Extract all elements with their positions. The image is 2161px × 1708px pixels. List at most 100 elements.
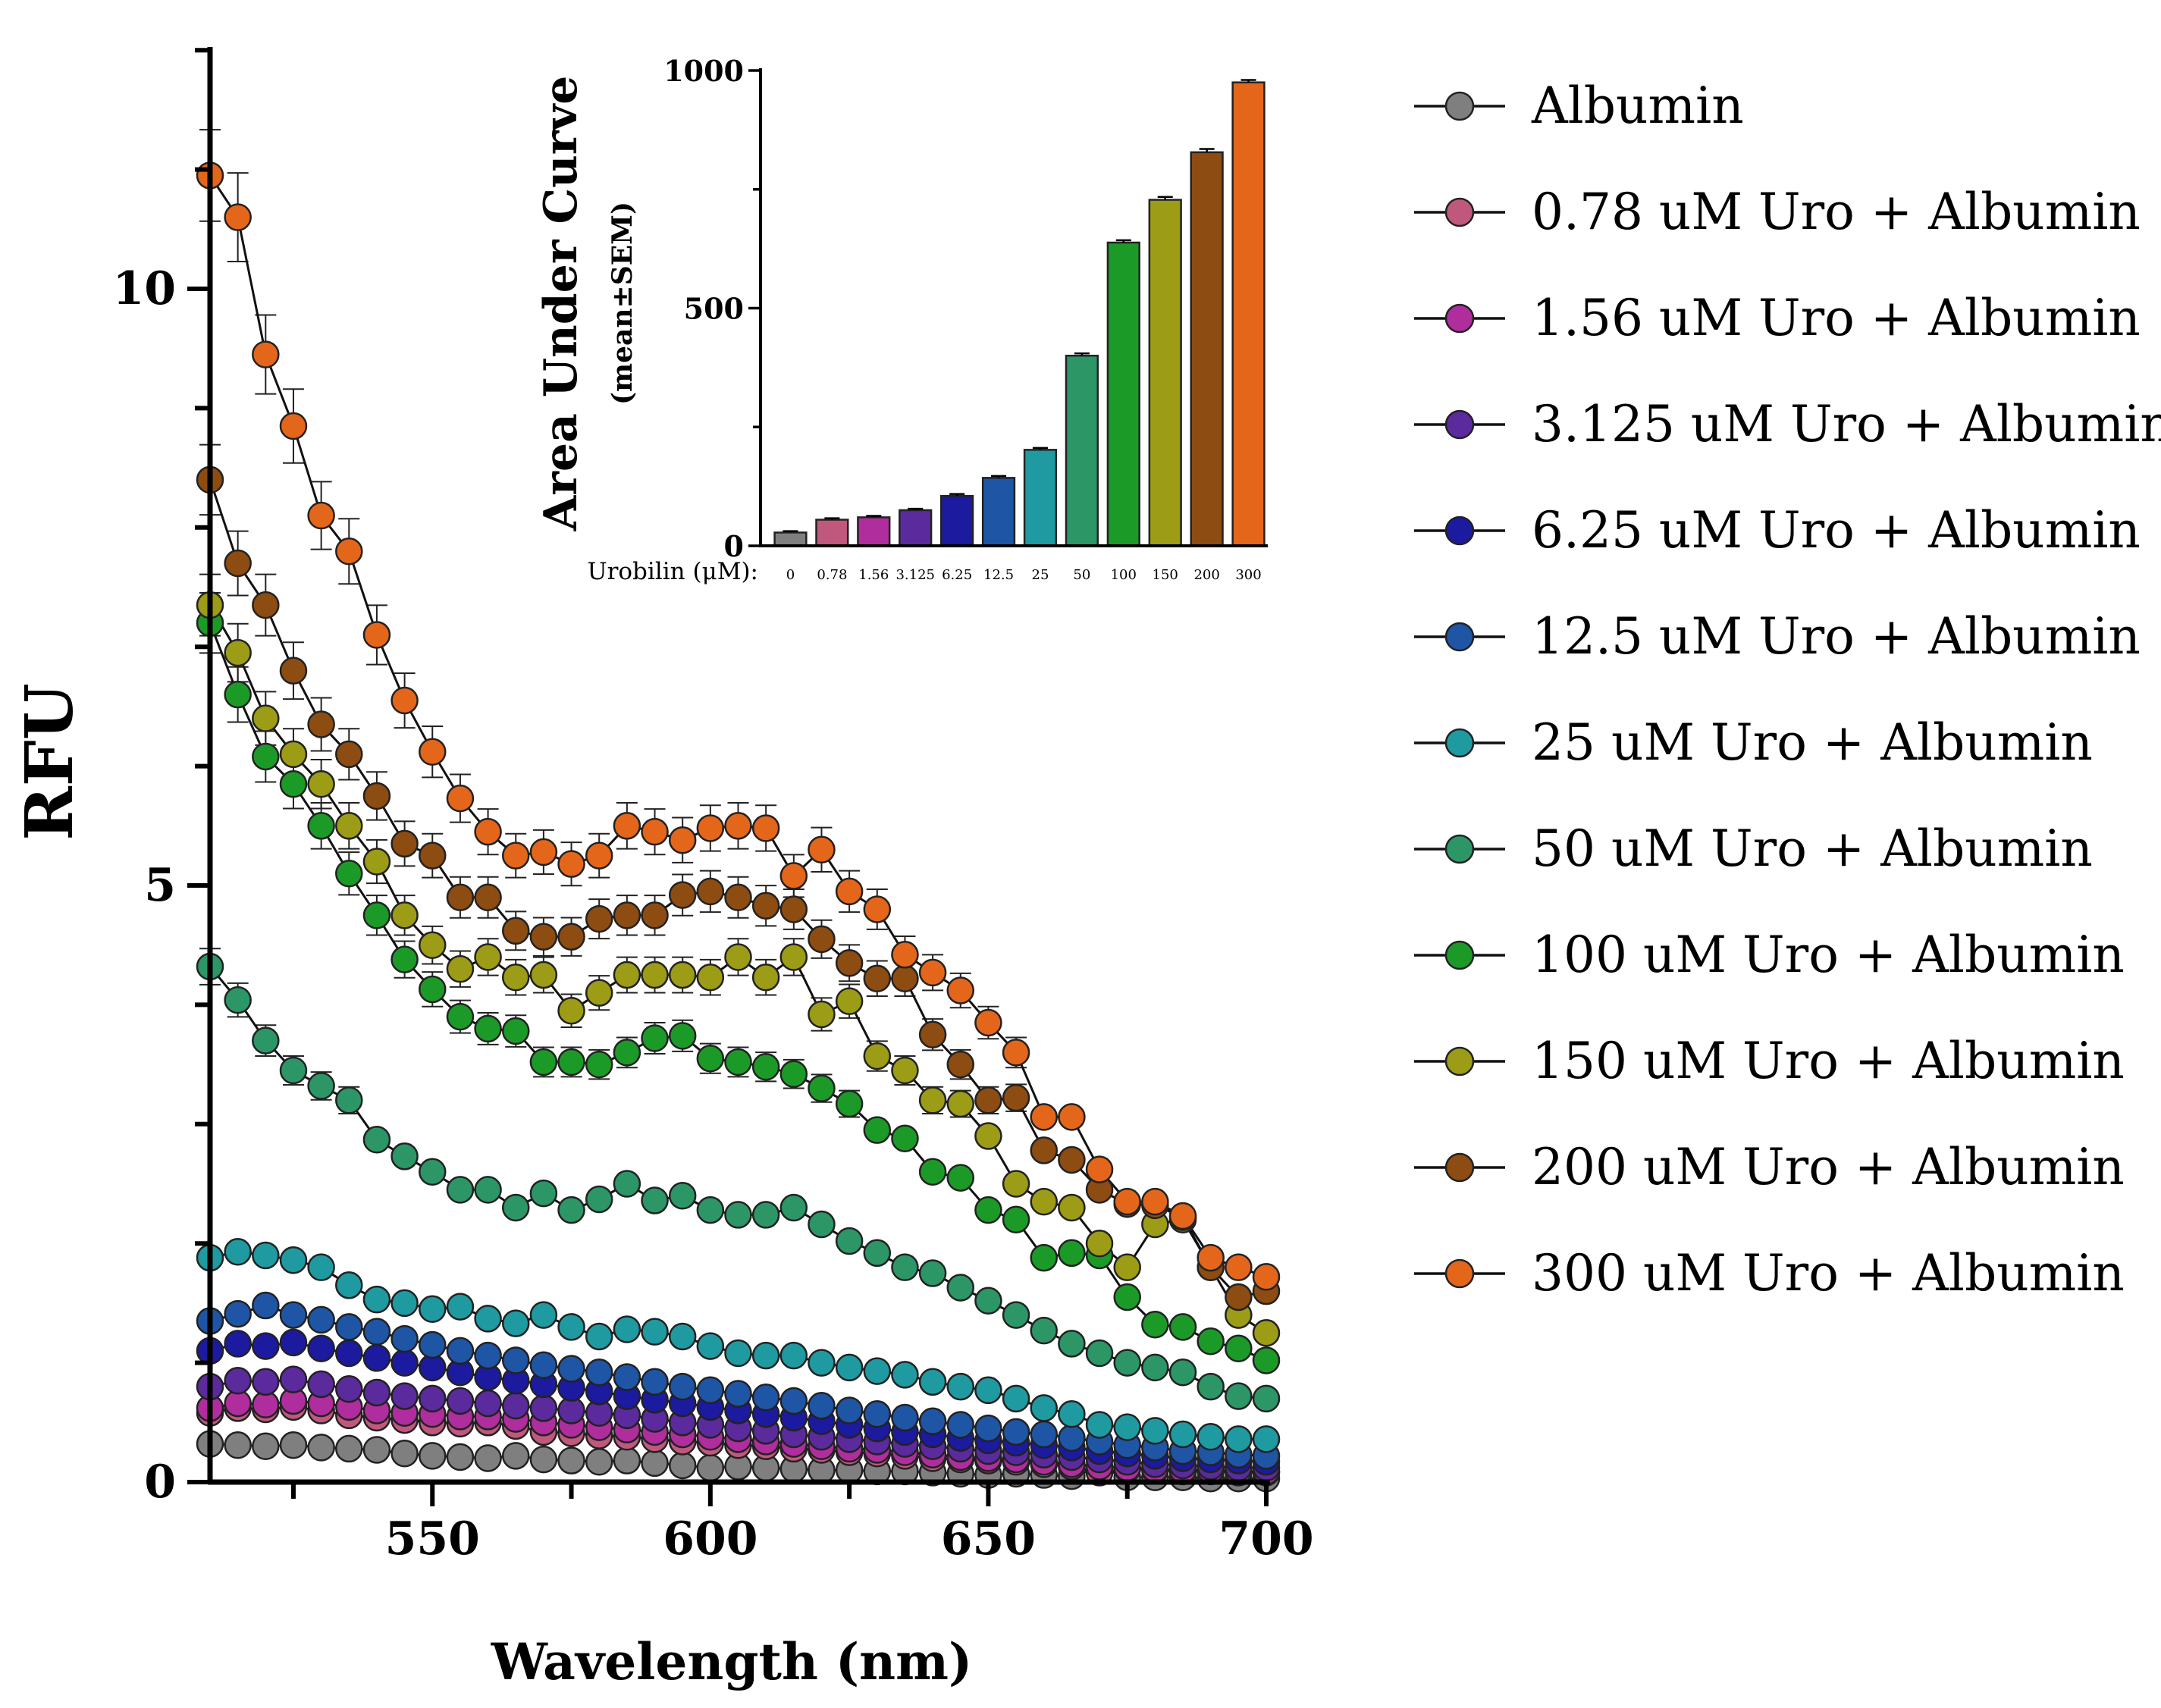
data-point [279,1431,308,1459]
data-point [779,895,808,923]
inset-y-axis-title: Area Under Curve [535,76,588,532]
data-point [474,943,502,971]
legend-item: 6.25 uM Uro + Albumin [1414,501,2141,559]
data-point [918,1407,947,1435]
data-point [641,1186,669,1214]
data-point [1252,1319,1281,1347]
data-point [641,1318,669,1346]
data-point [224,1237,252,1266]
data-point [835,877,864,906]
data-point [501,841,530,870]
data-point [501,917,530,945]
data-point [808,835,836,864]
data-point [252,704,280,732]
data-point [696,1044,725,1073]
data-point [1058,1330,1086,1358]
data-point [918,1368,947,1396]
inset-x-tick-label: 12.5 [983,567,1014,583]
data-point [224,203,252,231]
data-point [613,1039,641,1067]
data-point [668,1022,697,1050]
auc-bar [940,494,974,547]
data-point [501,1309,530,1337]
data-point [446,784,475,813]
data-point [390,1142,419,1171]
data-point [335,1271,363,1299]
data-point [668,1372,697,1401]
data-point [390,1382,419,1410]
data-point [835,949,864,977]
legend-marker [1444,516,1475,546]
data-point [613,812,641,840]
inset-x-tick-label: 6.25 [942,567,972,583]
data-point [724,812,752,840]
inset-x-axis-title: Urobilin (μM): [587,558,758,585]
data-point [1002,1083,1030,1112]
data-point [1197,1422,1225,1451]
data-point [641,1024,669,1052]
data-point [390,1289,419,1318]
data-point [529,1445,558,1474]
data-point [557,1446,585,1475]
legend-marker [1444,303,1475,334]
data-point [1225,1425,1253,1453]
data-point [751,1383,780,1412]
legend-label: 0.78 uM Uro + Albumin [1532,183,2141,241]
data-point [1197,1372,1225,1401]
x-tick-label: 550 [385,1512,480,1565]
data-point [390,1349,419,1377]
data-point [751,892,780,920]
data-point [808,1210,836,1239]
inset-x-tick-label: 150 [1153,567,1178,583]
data-point [1030,1420,1058,1449]
data-point [585,1050,613,1079]
data-point [557,923,585,951]
y-tick-label: 0 [144,1456,176,1509]
data-point [946,1372,975,1401]
inset-auc-bar-chart: 0 0.78 1.56 3.125 6.25 12.5 25 50 100 150 200 300 0 5… [535,54,1268,585]
y-tick-label: 5 [144,859,176,912]
inset-x-tick-label: 100 [1111,567,1137,583]
data-point [808,1000,836,1029]
auc-bar [1231,81,1266,547]
data-point [279,769,308,798]
data-point [362,1318,391,1346]
data-point [307,812,335,840]
data-point [1197,1327,1225,1355]
x-axis-title: Wavelength (nm) [491,1632,972,1691]
data-point [224,1299,252,1328]
legend-label: 50 uM Uro + Albumin [1532,820,2093,878]
inset-x-tick-label: 200 [1193,567,1219,583]
inset-y-tick-label: 1000 [663,54,744,88]
data-point [1225,1334,1253,1362]
data-point [641,1368,669,1396]
data-point [751,963,780,992]
data-point [613,901,641,929]
data-point [779,943,808,971]
y-tick-label: 10 [113,262,177,315]
data-point [696,877,725,906]
data-point [335,1434,363,1463]
data-point [779,1193,808,1222]
data-point [529,923,558,951]
data-point [557,1196,585,1224]
data-point [1058,1239,1086,1268]
data-point [696,1376,725,1405]
data-point [362,901,391,929]
inset-x-tick-label: 1.56 [858,567,889,583]
data-point [362,1126,391,1154]
data-point [252,1291,280,1320]
data-point [557,850,585,878]
data-point [724,1380,752,1408]
legend-label: 100 uM Uro + Albumin [1532,926,2125,984]
inset-x-tick-label: 0 [786,567,795,583]
data-point [808,1392,836,1420]
data-point [918,1259,947,1287]
data-point [891,1253,919,1281]
data-point [557,1313,585,1341]
data-point [390,1324,419,1353]
legend-label: 300 uM Uro + Albumin [1532,1244,2125,1302]
data-point [419,931,447,959]
data-point [946,1164,975,1192]
